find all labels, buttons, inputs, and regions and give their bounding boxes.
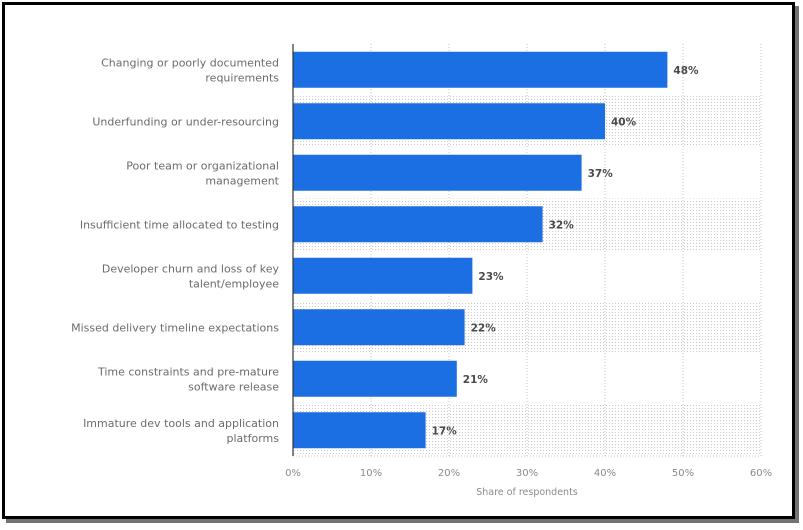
value-label: 23% [478, 271, 504, 283]
category-label-line: Insufficient time allocated to testing [80, 218, 279, 231]
bar [293, 103, 605, 140]
bar [293, 206, 543, 243]
bar [293, 412, 426, 449]
category-label-line: Changing or poorly documented [101, 56, 279, 69]
bar [293, 51, 668, 88]
x-tick-label: 30% [516, 468, 538, 479]
value-label: 22% [471, 322, 497, 334]
category-label: Time constraints and pre-mature software … [97, 365, 279, 393]
bar [293, 360, 457, 397]
category-label-line: software release [188, 380, 279, 393]
category-label-line: requirements [205, 71, 279, 84]
category-labels: Changing or poorly documented requirement… [71, 56, 280, 445]
category-label: Missed delivery timeline expectations [71, 321, 279, 334]
x-tick-label: 50% [672, 468, 694, 479]
bars [293, 51, 668, 449]
bar [293, 309, 465, 346]
x-tick-label: 20% [438, 468, 460, 479]
category-label-line: Immature dev tools and application [83, 417, 279, 430]
gridlines [293, 44, 762, 457]
x-tick-label: 10% [360, 468, 382, 479]
category-label-line: Developer churn and loss of key [102, 262, 280, 275]
value-label: 32% [549, 219, 575, 231]
x-tick-label: 40% [594, 468, 616, 479]
category-label-line: talent/employee [189, 277, 279, 290]
category-label: Immature dev tools and application platfo… [83, 417, 279, 445]
value-label: 21% [463, 374, 489, 386]
value-label: 37% [588, 168, 614, 180]
category-label: Underfunding or under-resourcing [92, 115, 279, 128]
category-label: Changing or poorly documented requirement… [101, 56, 279, 84]
category-label: Developer churn and loss of key talent/em… [102, 262, 280, 290]
category-label-line: Poor team or organizational [126, 159, 279, 172]
category-label-line: Missed delivery timeline expectations [71, 321, 279, 334]
category-label-line: Underfunding or under-resourcing [92, 115, 279, 128]
value-label: 17% [432, 425, 458, 437]
bar [293, 154, 582, 191]
category-label: Poor team or organizational management [126, 159, 279, 187]
x-tick-label: 0% [285, 468, 301, 479]
bar [293, 257, 473, 294]
x-axis-title: Share of respondents [476, 487, 578, 498]
category-label-line: Time constraints and pre-mature [97, 365, 279, 378]
category-label-line: management [205, 174, 279, 187]
value-label: 40% [611, 116, 637, 128]
x-tick-label: 60% [750, 468, 772, 479]
category-label-line: platforms [227, 432, 280, 445]
value-labels: 48% 40% 37% 32% 23% 22% 21% 17% [432, 65, 699, 438]
category-label: Insufficient time allocated to testing [80, 218, 279, 231]
x-tick-labels: 0% 10% 20% 30% 40% 50% 60% [285, 468, 772, 479]
value-label: 48% [673, 65, 699, 77]
